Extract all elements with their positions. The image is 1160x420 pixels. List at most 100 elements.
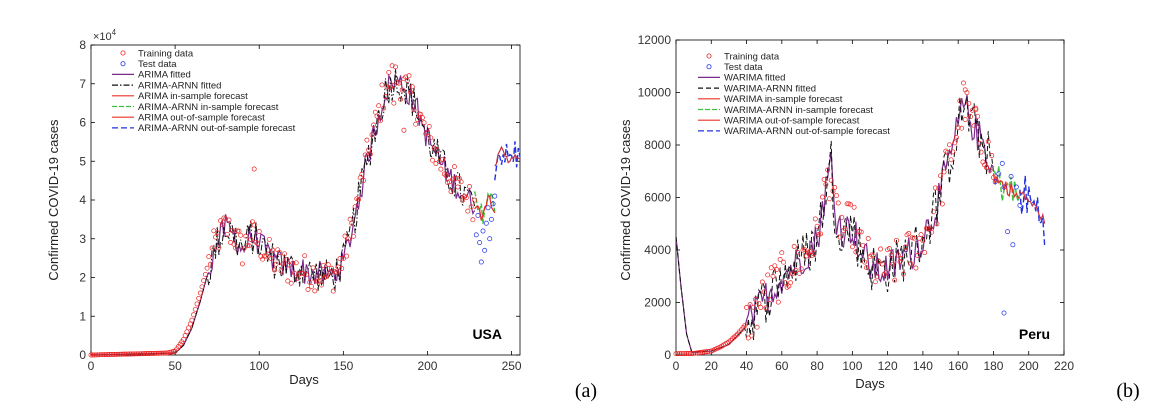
training-point-usa <box>470 217 476 223</box>
training-point-peru <box>901 271 906 277</box>
country-label-usa: USA <box>472 326 502 342</box>
training-point-peru <box>945 149 951 155</box>
x-tick-label-peru: 0 <box>673 359 680 373</box>
training-point-usa <box>460 197 466 203</box>
training-point-usa <box>436 159 442 165</box>
training-point-peru <box>749 333 755 339</box>
training-point-peru <box>826 196 832 202</box>
training-point-usa <box>207 261 213 267</box>
training-point-usa <box>342 233 348 239</box>
training-point-peru <box>728 337 734 343</box>
training-point-usa <box>256 229 262 234</box>
training-point-usa <box>391 100 397 106</box>
training-point-peru <box>925 226 931 232</box>
training-point-usa <box>307 279 313 285</box>
legend-marker <box>706 53 712 59</box>
y-tick-label-usa: 4 <box>79 193 86 207</box>
training-point-usa <box>404 78 410 83</box>
training-point-usa <box>450 176 456 182</box>
training-point-usa <box>463 195 469 201</box>
training-point-usa <box>399 87 405 93</box>
training-point-peru <box>871 253 876 259</box>
training-point-usa <box>367 151 373 157</box>
test-point-usa <box>473 232 479 238</box>
legend-label: WARIMA-ARNN fitted <box>724 83 816 94</box>
training-point-peru <box>975 113 981 119</box>
training-point-usa <box>344 253 350 259</box>
training-point-peru <box>985 139 991 145</box>
training-point-peru <box>685 351 691 356</box>
series-arima-outsample-usa <box>494 145 521 167</box>
training-point-usa <box>112 351 118 357</box>
test-point-usa <box>478 259 484 265</box>
training-point-peru <box>987 167 993 173</box>
legend-label: ARIMA out-of-sample forecast <box>138 113 265 124</box>
training-point-peru <box>862 259 868 265</box>
y-tick-label-usa: 0 <box>79 348 86 362</box>
training-point-peru <box>832 185 838 190</box>
training-point-usa <box>278 268 284 274</box>
y-tick-label-usa: 2 <box>79 271 86 285</box>
training-point-peru <box>673 351 679 357</box>
series-arnn-fitted-usa <box>91 68 476 356</box>
training-point-peru <box>938 173 943 179</box>
x-tick-label-peru: 200 <box>1019 359 1039 373</box>
training-point-peru <box>694 350 700 356</box>
x-tick-label-usa: 0 <box>88 359 95 373</box>
training-point-usa <box>448 189 454 195</box>
training-point-usa <box>379 82 385 88</box>
legend-label: ARIMA-ARNN out-of-sample forecast <box>138 123 296 134</box>
axis-ticks-peru: 0 20 40 60 80 100 120 140 160 180 200 220 0 2000 4000 6… <box>638 33 1075 373</box>
training-point-usa <box>105 352 111 358</box>
training-point-usa <box>273 261 279 267</box>
training-point-peru <box>860 242 866 248</box>
training-point-usa <box>440 156 446 162</box>
training-point-usa <box>428 135 434 141</box>
training-point-usa <box>132 351 138 357</box>
training-point-usa <box>381 105 387 111</box>
training-point-peru <box>864 265 869 271</box>
training-point-peru <box>879 261 885 267</box>
training-point-usa <box>283 257 289 263</box>
series-arima-insample-peru <box>992 173 1021 199</box>
training-point-peru <box>911 235 917 241</box>
training-point-peru <box>777 256 783 262</box>
training-point-usa <box>406 73 412 79</box>
legend-label: WARIMA out-of-sample forecast <box>724 116 860 127</box>
legend-label: ARIMA-ARNN fitted <box>138 80 221 91</box>
test-point-peru <box>1008 174 1014 179</box>
y-multiplier-usa: ×104 <box>93 28 117 43</box>
y-axis-label-peru: Confirmed COVID-19 cases <box>618 119 633 281</box>
training-point-peru <box>837 234 843 240</box>
training-point-usa <box>239 261 245 267</box>
training-point-usa <box>142 351 148 357</box>
y-tick-label-peru: 10000 <box>638 86 672 100</box>
x-tick-label-usa: 150 <box>333 359 353 373</box>
training-point-peru <box>774 267 779 272</box>
training-point-usa <box>91 352 97 358</box>
training-point-usa <box>339 266 345 271</box>
training-point-peru <box>763 305 769 311</box>
training-point-peru <box>752 296 758 302</box>
training-point-usa <box>398 96 404 102</box>
series-usa <box>88 63 521 358</box>
legend-marker <box>706 64 712 70</box>
training-point-usa <box>455 184 461 190</box>
training-point-usa <box>113 351 119 357</box>
plot-area-usa <box>90 44 521 356</box>
training-point-peru <box>968 114 973 120</box>
test-point-usa <box>475 213 481 218</box>
y-tick-label-peru: 4000 <box>644 243 671 257</box>
training-point-peru <box>765 272 771 278</box>
legend-label: ARIMA fitted <box>138 70 191 81</box>
training-point-usa <box>127 351 133 357</box>
training-point-usa <box>414 116 420 122</box>
training-point-peru <box>751 304 757 310</box>
training-point-peru <box>929 229 935 235</box>
test-point-usa <box>492 193 498 199</box>
training-point-peru <box>959 125 965 131</box>
training-point-usa <box>356 197 361 203</box>
training-point-usa <box>330 288 336 294</box>
training-point-peru <box>899 256 905 262</box>
training-point-usa <box>312 288 318 294</box>
